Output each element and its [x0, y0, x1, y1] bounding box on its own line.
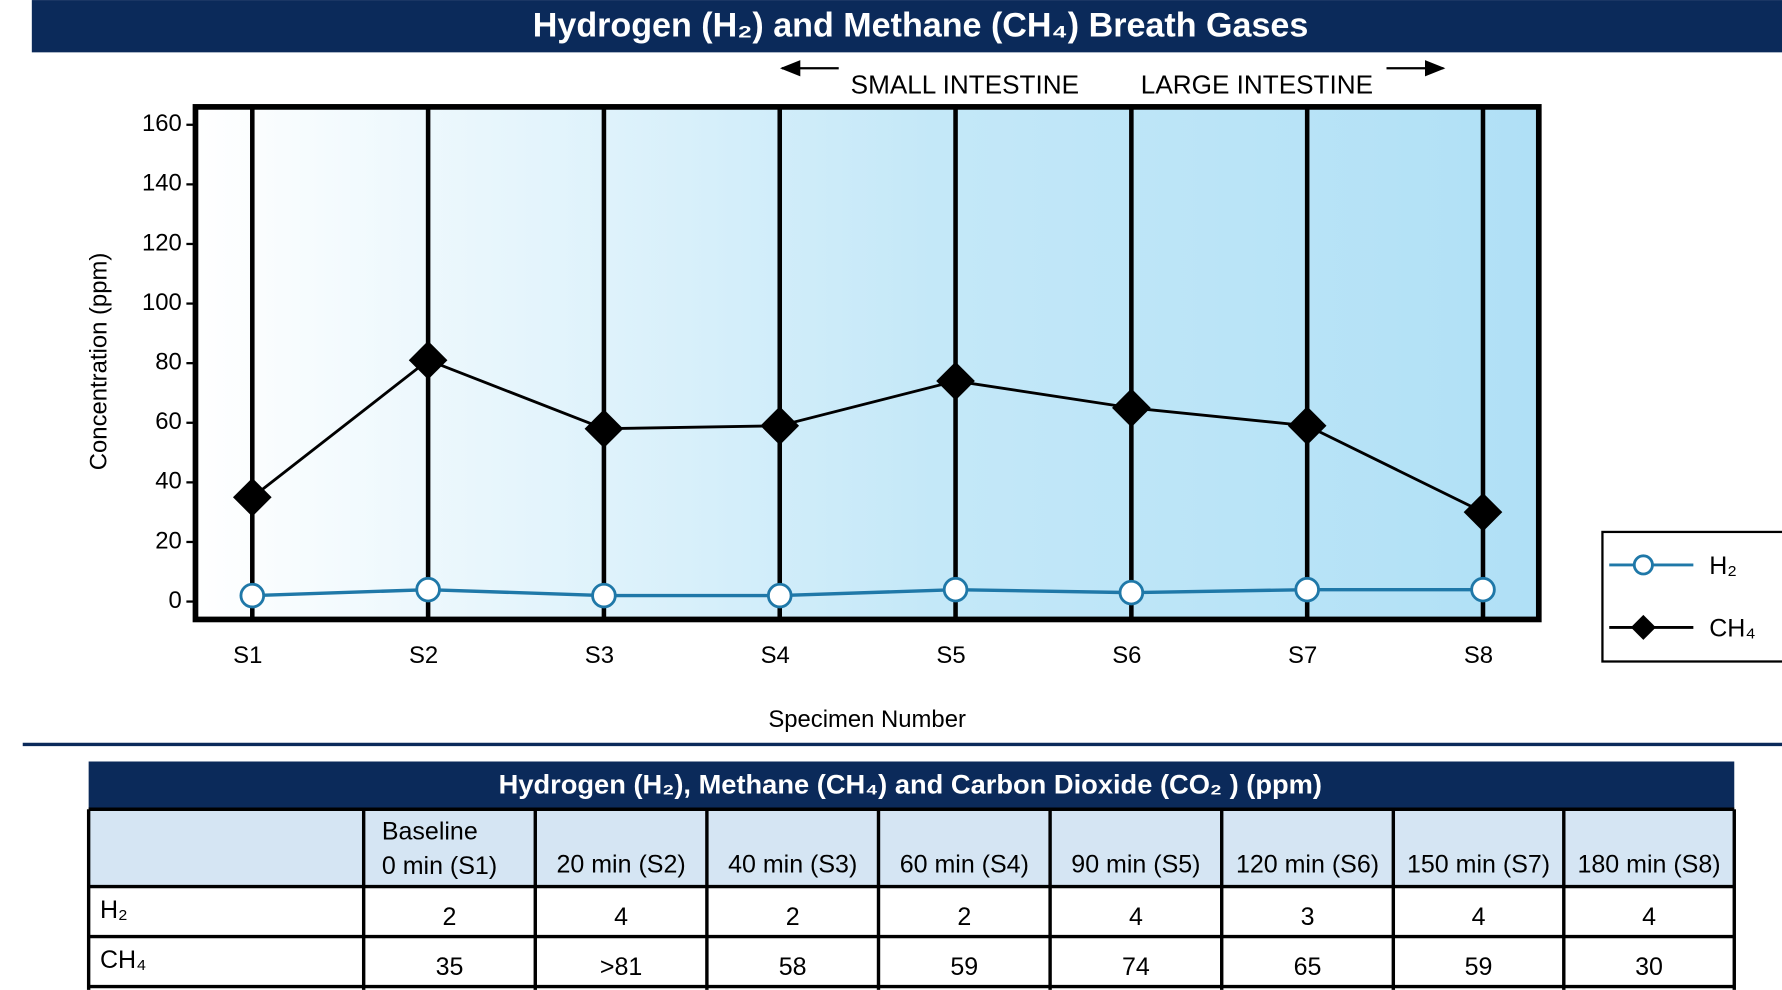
x-tick-label: S4	[761, 642, 790, 669]
legend-marker	[1632, 554, 1654, 576]
x-axis-label: Specimen Number	[768, 706, 966, 733]
table-header: Baseline	[382, 818, 478, 846]
y-tick-label: 100	[142, 289, 182, 316]
y-tick-label: 80	[155, 348, 182, 375]
table-cell: 59	[950, 953, 978, 981]
data-point	[1470, 576, 1496, 603]
table-cell: 35	[436, 953, 464, 981]
series-line	[251, 358, 1484, 514]
title-banner	[31, 0, 1782, 53]
plot-background	[195, 106, 1539, 620]
data-point	[1463, 492, 1503, 532]
table-cell: 2	[443, 903, 457, 931]
data-point	[766, 582, 793, 609]
data-point	[1294, 576, 1320, 603]
table-cell: 74	[1122, 953, 1150, 981]
y-tick-label: 120	[142, 229, 182, 256]
table-cell: 2	[786, 903, 800, 931]
table-cell: 4	[614, 903, 628, 931]
y-tick-label: 0	[169, 587, 182, 614]
y-tick-label: 40	[155, 468, 182, 495]
data-point	[584, 409, 624, 449]
x-tick-label: S3	[585, 642, 614, 669]
x-tick-label: S8	[1464, 642, 1493, 669]
table-cell: >81	[600, 953, 642, 981]
y-tick-label: 60	[155, 408, 182, 435]
table-cell: 59	[1465, 953, 1493, 981]
legend-box	[1601, 530, 1782, 663]
x-tick-label: S6	[1112, 642, 1141, 669]
annotation: SMALL INTESTINE	[851, 69, 1079, 99]
table-header: 60 min (S4)	[900, 851, 1029, 879]
x-tick-label: S2	[409, 642, 438, 669]
data-point	[936, 361, 975, 401]
table-title-bg	[88, 761, 1735, 810]
table-row-label: CH₄	[100, 946, 146, 974]
legend-marker	[1630, 614, 1656, 640]
annotation: LARGE INTESTINE	[1141, 69, 1373, 99]
table-cell: 4	[1642, 903, 1656, 931]
y-tick-label: 140	[142, 170, 182, 197]
data-point	[1118, 579, 1145, 606]
x-tick-label: S5	[936, 642, 965, 669]
table-cell: 30	[1635, 953, 1663, 981]
table-header: 150 min (S7)	[1407, 851, 1550, 879]
table-header: 90 min (S5)	[1071, 851, 1200, 879]
y-axis-label: Concentration (ppm)	[85, 253, 112, 470]
table-header: 0 min (S1)	[382, 852, 497, 880]
table-cell: 65	[1294, 953, 1322, 981]
chart-title: Hydrogen (H₂) and Methane (CH₄) Breath G…	[533, 6, 1309, 44]
y-tick-label: 160	[142, 110, 182, 137]
table-header: 40 min (S3)	[728, 851, 857, 879]
table-header: 180 min (S8)	[1577, 851, 1720, 879]
table-title: Hydrogen (H₂), Methane (CH₄) and Carbon …	[499, 769, 1322, 800]
data-point	[415, 576, 441, 603]
plot-frame	[192, 104, 1542, 623]
table-cell: 2	[957, 903, 971, 931]
x-tick-label: S1	[233, 642, 262, 669]
table-cell: 4	[1472, 903, 1486, 931]
table-cell: 58	[779, 953, 807, 981]
legend-label: H₂	[1709, 552, 1737, 580]
table-header: 20 min (S2)	[556, 851, 685, 879]
table-header: 120 min (S6)	[1236, 851, 1379, 879]
data-point	[942, 576, 969, 603]
data-point	[591, 582, 617, 609]
legend-label: CH₄	[1709, 614, 1755, 642]
table-row-label: H₂	[100, 896, 128, 924]
series-line	[252, 587, 1483, 598]
x-tick-label: S7	[1288, 642, 1317, 669]
data-point	[239, 582, 266, 609]
table-cell: 4	[1129, 903, 1143, 931]
y-tick-label: 20	[155, 527, 182, 554]
table-cell: 3	[1301, 903, 1315, 931]
